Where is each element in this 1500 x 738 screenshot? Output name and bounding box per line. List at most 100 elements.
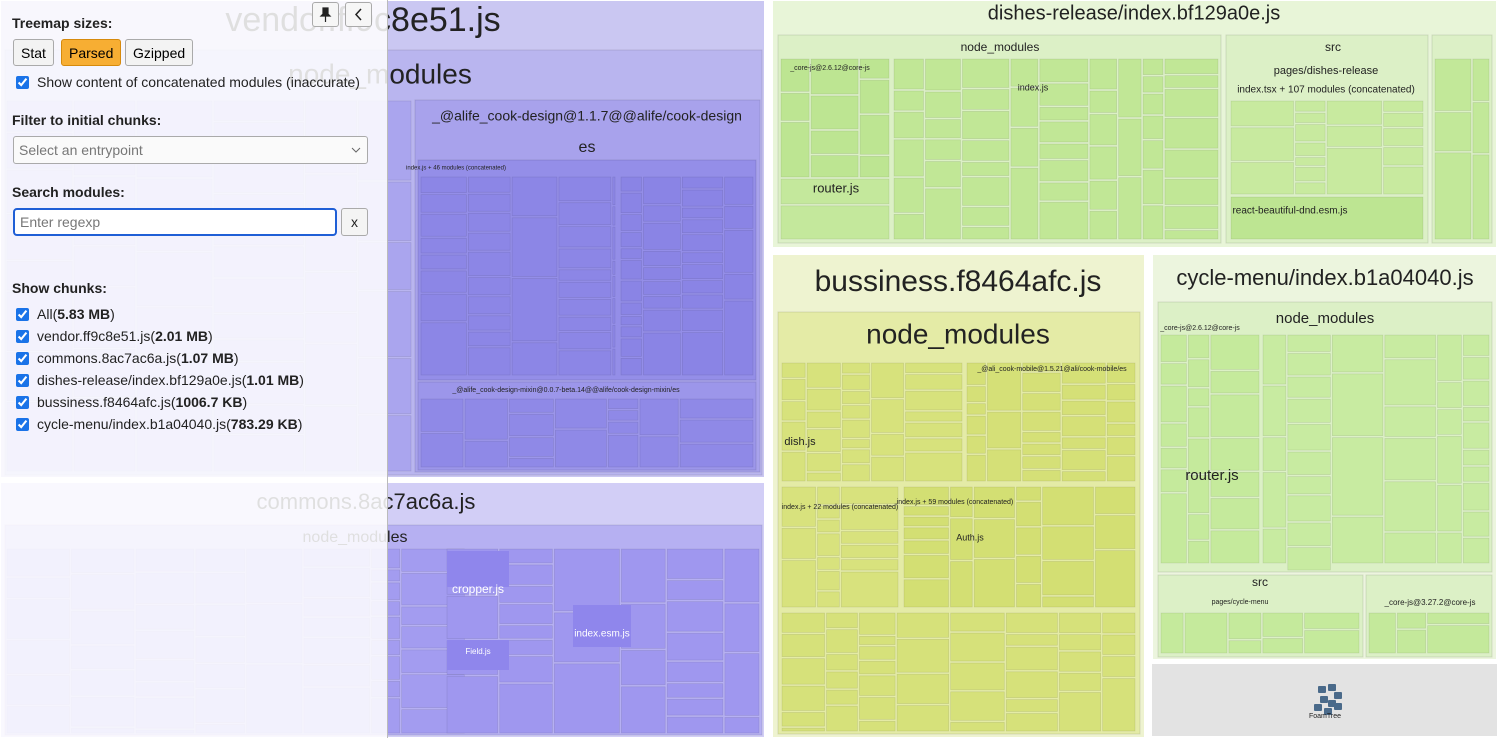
module-cell bbox=[1022, 362, 1061, 372]
module-label: cropper.js bbox=[452, 582, 504, 596]
module-cell bbox=[1095, 486, 1136, 514]
module-cell bbox=[1061, 400, 1106, 415]
module-cell bbox=[859, 675, 896, 696]
chunk-size-wrap: 1.07 MB bbox=[176, 350, 238, 366]
module-cell bbox=[1472, 154, 1490, 240]
size-button[interactable]: Gzipped bbox=[125, 39, 194, 66]
search-input[interactable]: Enter regexp bbox=[13, 208, 337, 236]
checkbox[interactable] bbox=[16, 329, 29, 343]
module-cell bbox=[893, 177, 924, 213]
module-cell bbox=[1142, 58, 1164, 75]
module-cell bbox=[1463, 422, 1490, 449]
module-cell bbox=[511, 176, 558, 217]
module bbox=[447, 551, 509, 587]
module-cell bbox=[1164, 118, 1219, 149]
module-cell bbox=[621, 548, 666, 603]
module-cell bbox=[859, 114, 890, 155]
module-cell bbox=[511, 278, 558, 342]
module-cell bbox=[1118, 118, 1142, 176]
checkbox[interactable] bbox=[16, 417, 29, 431]
module-cell bbox=[621, 686, 666, 734]
module-cell bbox=[1188, 475, 1210, 514]
module-cell bbox=[468, 232, 511, 251]
module-cell bbox=[468, 347, 511, 376]
entrypoint-select[interactable]: Select an entrypoint bbox=[13, 136, 368, 164]
chunk-option[interactable]: dishes-release/index.bf129a0e.js1.01 MB bbox=[14, 372, 304, 388]
module-cell bbox=[842, 439, 870, 449]
module-cell bbox=[1210, 334, 1260, 370]
checkbox[interactable] bbox=[16, 75, 29, 89]
module-cell bbox=[950, 721, 1005, 732]
module-cell bbox=[1188, 540, 1210, 564]
module-cell bbox=[966, 454, 986, 482]
size-button[interactable]: Parsed bbox=[61, 39, 122, 66]
module-cell bbox=[681, 309, 723, 331]
module-cell bbox=[962, 177, 1010, 206]
module-cell bbox=[420, 176, 467, 194]
size-button[interactable]: Stat bbox=[13, 39, 54, 66]
module-cell bbox=[842, 374, 870, 390]
module-cell bbox=[1437, 484, 1462, 532]
module-cell bbox=[1089, 114, 1117, 146]
module-cell bbox=[724, 205, 754, 229]
module-cell bbox=[558, 281, 612, 298]
module-cell bbox=[950, 561, 973, 608]
module-cell bbox=[509, 413, 554, 437]
module-cell bbox=[1089, 210, 1117, 240]
module-cell bbox=[1262, 612, 1303, 637]
module-cell bbox=[826, 671, 858, 689]
module-cell bbox=[1142, 93, 1164, 115]
pin-button[interactable] bbox=[312, 2, 339, 27]
concatenated-option[interactable]: Show content of concatenated modules (in… bbox=[14, 74, 360, 90]
pin-icon bbox=[319, 7, 332, 22]
module-cell bbox=[555, 429, 607, 468]
module-cell bbox=[1326, 125, 1382, 147]
module-cell bbox=[950, 486, 973, 518]
module-cell bbox=[806, 388, 841, 411]
module-cell bbox=[817, 571, 840, 591]
module-cell bbox=[558, 350, 612, 376]
module-cell bbox=[1210, 471, 1260, 497]
module-cell bbox=[1210, 371, 1260, 394]
chunk-option[interactable]: cycle-menu/index.b1a04040.js783.29 KB bbox=[14, 416, 302, 432]
module-cell bbox=[966, 415, 986, 435]
module-cell bbox=[612, 348, 616, 376]
module-cell bbox=[1142, 140, 1164, 169]
module-cell bbox=[966, 403, 986, 415]
module-cell bbox=[643, 296, 681, 309]
module-cell bbox=[1022, 456, 1061, 469]
chunk-title: cycle-menu/index.b1a04040.js bbox=[1176, 265, 1473, 290]
chunk-option[interactable]: bussiness.f8464afc.js1006.7 KB bbox=[14, 394, 247, 410]
chunk-option[interactable]: All5.83 MB bbox=[14, 306, 115, 322]
checkbox[interactable] bbox=[16, 307, 29, 321]
module-label: _core-js@2.6.12@core-js bbox=[789, 65, 870, 72]
module-cell bbox=[1230, 196, 1424, 240]
module-cell bbox=[1188, 334, 1210, 359]
chunk-name: vendor.ff9c8e51.js bbox=[37, 328, 151, 344]
module-cell bbox=[555, 398, 607, 429]
chunk-option[interactable]: vendor.ff9c8e51.js2.01 MB bbox=[14, 328, 213, 344]
module-cell bbox=[817, 591, 840, 608]
chunk-option[interactable]: commons.8ac7ac6a.js1.07 MB bbox=[14, 350, 239, 366]
module-cell bbox=[1427, 625, 1490, 654]
module-cell bbox=[1295, 182, 1326, 195]
module-cell bbox=[420, 237, 467, 254]
module-cell bbox=[840, 531, 899, 544]
chunk-title: bussiness.f8464afc.js bbox=[815, 265, 1102, 298]
module-cell bbox=[781, 421, 806, 451]
checkbox[interactable] bbox=[16, 351, 29, 365]
module-cell bbox=[511, 342, 558, 376]
module-cell bbox=[1042, 486, 1094, 526]
collapse-button[interactable] bbox=[345, 2, 372, 27]
checkbox[interactable] bbox=[16, 395, 29, 409]
checkbox[interactable] bbox=[16, 373, 29, 387]
module-cell bbox=[643, 222, 681, 250]
module-cell bbox=[1010, 127, 1039, 167]
module-cell bbox=[925, 161, 961, 188]
module-cell bbox=[1287, 334, 1331, 352]
module-cell bbox=[1102, 678, 1136, 732]
module-cell bbox=[558, 316, 612, 331]
clear-button[interactable]: x bbox=[341, 208, 368, 236]
module-label: react-beautiful-dnd.esm.js bbox=[1232, 206, 1347, 217]
module-cell bbox=[896, 612, 950, 638]
